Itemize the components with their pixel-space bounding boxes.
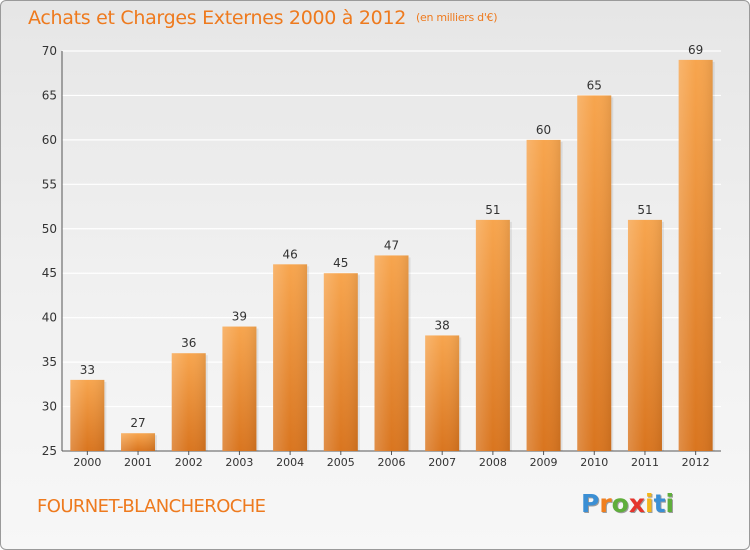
x-tick-label-2004: 2004 [276, 456, 304, 469]
logo-letter: o [611, 489, 629, 518]
x-tick-label-2000: 2000 [73, 456, 101, 469]
chart-title-text: Achats et Charges Externes 2000 à 2012 [28, 7, 407, 29]
y-tick-label: 55 [42, 177, 57, 191]
y-tick-label: 50 [42, 222, 57, 236]
data-label-2012: 69 [688, 43, 703, 57]
data-label-2005: 45 [333, 256, 348, 270]
chart-title: Achats et Charges Externes 2000 à 2012 (e… [28, 7, 498, 29]
y-tick-label: 65 [42, 88, 57, 102]
x-tick-label-2006: 2006 [378, 456, 406, 469]
x-tick-label-2012: 2012 [682, 456, 710, 469]
bar-sheen [678, 59, 713, 452]
bar-sheen [425, 335, 460, 451]
y-tick-label: 30 [42, 400, 57, 414]
bar-sheen [475, 219, 510, 451]
x-tick-label-2008: 2008 [479, 456, 507, 469]
bar-sheen [222, 326, 257, 451]
bar-sheen [273, 264, 308, 451]
bar-sheen [526, 139, 561, 451]
logo-letter: r [599, 489, 612, 518]
y-tick-label: 60 [42, 133, 57, 147]
data-label-2008: 51 [485, 203, 500, 217]
logo-letter: P [581, 489, 600, 518]
data-label-2002: 36 [181, 336, 196, 350]
y-tick-label: 25 [42, 444, 57, 458]
x-tick-label-2010: 2010 [580, 456, 608, 469]
data-label-2003: 39 [232, 310, 247, 324]
y-tick-label: 40 [42, 311, 57, 325]
bar-sheen [323, 273, 358, 451]
y-tick-label: 70 [42, 44, 57, 58]
proxiti-logo: Proxiti [581, 489, 674, 518]
chart-subtitle: (en milliers d'€) [416, 11, 498, 24]
logo-letter: x [628, 489, 645, 518]
y-tick-label: 35 [42, 355, 57, 369]
x-tick-label-2011: 2011 [631, 456, 659, 469]
bar-sheen [70, 379, 105, 451]
commune-name: FOURNET-BLANCHEROCHE [37, 496, 266, 517]
data-label-2001: 27 [130, 416, 145, 430]
data-labels: 33 27 36 39 46 45 47 38 51 60 65 51 69 [80, 43, 704, 430]
x-tick-label-2002: 2002 [175, 456, 203, 469]
logo-letter: i [645, 489, 654, 518]
x-tick-label-2009: 2009 [530, 456, 558, 469]
x-tick-label-2005: 2005 [327, 456, 355, 469]
bar-sheen [374, 255, 409, 451]
bar-sheen [627, 219, 662, 451]
x-tick-label-2001: 2001 [124, 456, 152, 469]
data-label-2006: 47 [384, 238, 399, 252]
x-tick-label-2003: 2003 [225, 456, 253, 469]
data-label-2004: 46 [282, 247, 297, 261]
bar-sheen [577, 95, 612, 451]
data-label-2009: 60 [536, 123, 551, 137]
logo-letter: i [665, 489, 675, 518]
bar-sheen [171, 353, 206, 451]
logo-letter: t [653, 489, 666, 518]
tick-labels: 25 30 35 40 45 50 55 60 65 70 2000 2001 2002 2003 2004… [42, 44, 710, 469]
data-label-2010: 65 [587, 78, 602, 92]
data-label-2000: 33 [80, 363, 95, 377]
data-label-2007: 38 [435, 318, 450, 332]
bar-sheen [121, 433, 156, 451]
y-tick-label: 45 [42, 266, 57, 280]
bars [70, 59, 715, 452]
data-label-2011: 51 [637, 203, 652, 217]
x-tick-label-2007: 2007 [428, 456, 456, 469]
